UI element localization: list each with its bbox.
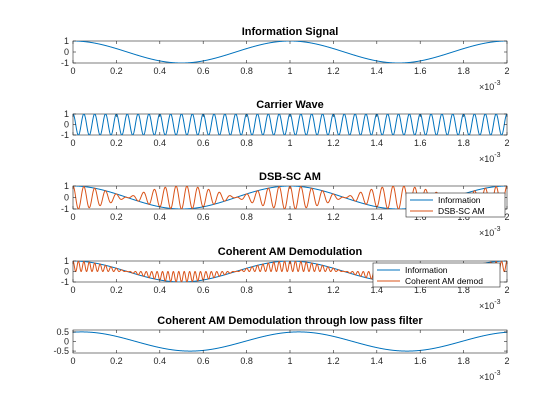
x-exponent-label: ×10-3 (479, 299, 501, 311)
x-tick-label: 0.2 (110, 212, 123, 222)
y-tick-label: 1 (64, 36, 69, 46)
subplot-title: Information Signal (242, 26, 339, 38)
legend-entry: Information (438, 195, 481, 205)
y-tick-label: -1 (61, 204, 69, 214)
series-line-1 (73, 41, 507, 63)
x-tick-label: 1.6 (414, 356, 427, 366)
x-tick-label: 0.8 (240, 66, 253, 76)
x-tick-label: 0.8 (240, 138, 253, 148)
legend-entry: DSB-SC AM (438, 206, 485, 216)
x-tick-label: 0.2 (110, 66, 123, 76)
x-tick-label: 1 (287, 285, 292, 295)
subplot-title: Carrier Wave (256, 99, 323, 111)
x-tick-label: 1.6 (414, 285, 427, 295)
x-tick-label: 1.8 (457, 356, 470, 366)
x-tick-label: 1 (287, 66, 292, 76)
x-tick-label: 1.2 (327, 285, 340, 295)
subplot-2: 0 0.2 0.4 0.6 0.8 1 1.2 1.4 1.6 1.8 210-1×10-3Carr… (61, 99, 510, 164)
y-tick-label: -1 (61, 58, 69, 68)
x-tick-label: 1.6 (414, 66, 427, 76)
x-tick-label: 0.6 (197, 356, 210, 366)
y-tick-label: 0.5 (56, 327, 69, 337)
x-tick-label: 1.2 (327, 356, 340, 366)
x-tick-label: 0 (70, 212, 75, 222)
x-tick-label: 2 (504, 356, 509, 366)
y-tick-label: 0 (64, 267, 69, 277)
x-tick-label: 0 (70, 66, 75, 76)
x-tick-label: 1.2 (327, 138, 340, 148)
y-tick-label: 1 (64, 256, 69, 266)
axes-box (72, 40, 508, 64)
x-tick-label: 0.8 (240, 285, 253, 295)
legend-box (372, 262, 501, 288)
subplot-title: DSB-SC AM (259, 171, 321, 183)
axes-box (72, 329, 508, 354)
subplot-5: 0 0.2 0.4 0.6 0.8 1 1.2 1.4 1.6 1.8 20.50-0.5×10-3… (53, 315, 509, 382)
x-tick-label: 1.8 (457, 66, 470, 76)
subplot-4: 0 0.2 0.4 0.6 0.8 1 1.2 1.4 1.6 1.8 210-1×10-3Cohe… (61, 246, 510, 311)
legend-entry: Information (405, 265, 448, 275)
x-tick-label: 2 (504, 212, 509, 222)
x-tick-label: 0.8 (240, 212, 253, 222)
x-tick-label: 0 (70, 138, 75, 148)
x-tick-label: 0.2 (110, 285, 123, 295)
subplot-3: 00.20.40.60.811.21.41.61.8210-1×10-3DSB-… (61, 171, 510, 238)
legend-entry: Coherent AM demod (405, 276, 483, 286)
x-exponent-label: ×10-3 (479, 226, 501, 238)
x-tick-label: 0 (70, 285, 75, 295)
y-tick-label: 0 (64, 337, 69, 347)
axes-box (72, 113, 508, 136)
x-tick-label: 1.2 (327, 66, 340, 76)
x-tick-label: 2 (504, 138, 509, 148)
x-tick-label: 1.8 (457, 285, 470, 295)
x-tick-label: 1.4 (371, 138, 384, 148)
x-exponent-label: ×10-3 (479, 152, 501, 164)
x-tick-label: 1 (287, 212, 292, 222)
x-tick-label: 2 (504, 66, 509, 76)
x-tick-label: 0.4 (154, 212, 167, 222)
y-tick-label: 0 (64, 47, 69, 57)
y-tick-label: 0 (64, 120, 69, 130)
subplot-1: 0 0.2 0.4 0.6 0.8 1 1.2 1.4 1.6 1.8 210-1×10-3Info… (61, 26, 510, 92)
subplot-title: Coherent AM Demodulation through low pas… (157, 315, 423, 327)
x-exponent-label: ×10-3 (479, 370, 501, 382)
series-line-1 (73, 114, 507, 135)
y-tick-label: 0 (64, 193, 69, 203)
x-tick-label: 0.2 (110, 356, 123, 366)
y-tick-label: 1 (64, 181, 69, 191)
x-tick-label: 0.2 (110, 138, 123, 148)
x-tick-label: 1.4 (371, 356, 384, 366)
y-tick-label: 1 (64, 109, 69, 119)
x-tick-label: 1.8 (457, 138, 470, 148)
subplot-title: Coherent AM Demodulation (218, 246, 363, 258)
y-tick-label: -1 (61, 277, 69, 287)
y-tick-label: -1 (61, 130, 69, 140)
x-tick-label: 1.4 (371, 212, 384, 222)
x-tick-label: 0.6 (197, 285, 210, 295)
x-tick-label: 0 (70, 356, 75, 366)
x-tick-label: 1 (287, 138, 292, 148)
x-tick-label: 1.6 (414, 138, 427, 148)
x-tick-label: 0.6 (197, 212, 210, 222)
x-tick-label: 0.8 (240, 356, 253, 366)
x-tick-label: 1.4 (371, 285, 384, 295)
legend-box (405, 192, 506, 218)
y-tick-label: -0.5 (53, 346, 69, 356)
x-tick-label: 0.4 (154, 356, 167, 366)
x-tick-label: 1 (287, 356, 292, 366)
x-tick-label: 0.4 (154, 285, 167, 295)
x-exponent-label: ×10-3 (479, 80, 501, 92)
x-tick-label: 1.4 (371, 66, 384, 76)
x-tick-label: 0.4 (154, 66, 167, 76)
x-tick-label: 0.4 (154, 138, 167, 148)
x-tick-label: 0.6 (197, 66, 210, 76)
x-tick-label: 2 (504, 285, 509, 295)
x-tick-label: 0.6 (197, 138, 210, 148)
x-tick-label: 1.2 (327, 212, 340, 222)
